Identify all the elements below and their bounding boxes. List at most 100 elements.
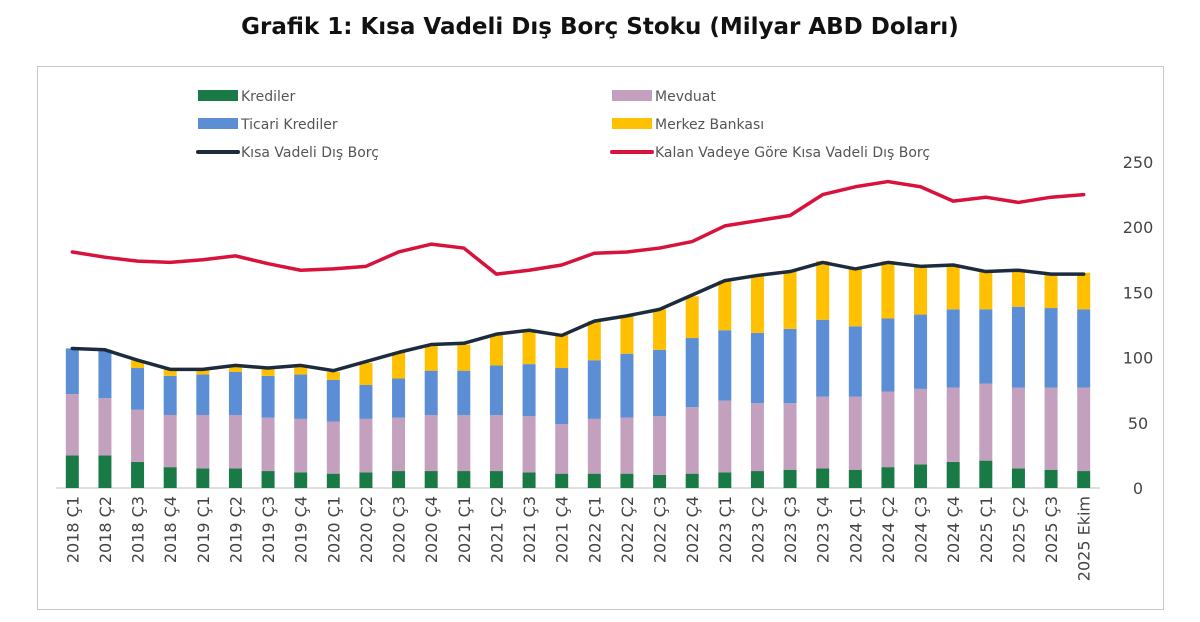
bar-mevduat <box>65 394 79 456</box>
bar-merkez-bankas- <box>1044 272 1058 309</box>
x-tick-label: 2018 Ç1 <box>63 496 82 563</box>
x-tick-label: 2023 Ç2 <box>748 496 767 563</box>
x-tick-label: 2025 Ç2 <box>1009 496 1028 563</box>
bar-ticari-krediler <box>457 370 471 415</box>
x-tick-label: 2022 Ç3 <box>651 496 670 563</box>
bar-krediler <box>196 468 210 488</box>
bar-mevduat <box>946 387 960 462</box>
bar-krediler <box>718 472 732 488</box>
bar-krediler <box>653 474 667 488</box>
bar-ticari-krediler <box>424 370 438 415</box>
bar-ticari-krediler <box>228 371 242 415</box>
legend-swatch <box>612 90 652 101</box>
x-tick-label: 2024 Ç2 <box>879 496 898 563</box>
bar-ticari-krediler <box>783 328 797 404</box>
bar-merkez-bankas- <box>816 261 830 320</box>
bar-krediler <box>816 468 830 488</box>
bar-merkez-bankas- <box>131 360 145 369</box>
bar-krediler <box>326 473 340 488</box>
x-tick-label: 2019 Ç1 <box>194 496 213 563</box>
legend-swatch <box>198 118 238 129</box>
legend-label: Ticari Krediler <box>240 117 338 133</box>
bar-krediler <box>65 455 79 488</box>
bar-merkez-bankas- <box>1077 272 1091 310</box>
bar-mevduat <box>1011 387 1025 469</box>
bar-krediler <box>783 469 797 488</box>
bar-krediler <box>1011 468 1025 488</box>
bar-merkez-bankas- <box>718 280 732 331</box>
line-remaining-maturity <box>70 179 1086 276</box>
bar-merkez-bankas- <box>196 369 210 375</box>
bar-ticari-krediler <box>816 319 830 397</box>
x-tick-label: 2020 Ç3 <box>390 496 409 563</box>
bar-mevduat <box>196 414 210 469</box>
bar-ticari-krediler <box>489 365 503 415</box>
bar-krediler <box>914 464 928 488</box>
y-tick-label: 100 <box>1123 349 1154 368</box>
bar-mevduat <box>555 424 569 474</box>
bar-krediler <box>392 471 406 488</box>
bar-merkez-bankas- <box>163 369 177 376</box>
bar-merkez-bankas- <box>653 309 667 350</box>
bar-krediler <box>685 473 699 488</box>
bar-ticari-krediler <box>294 374 308 419</box>
bar-ticari-krediler <box>196 374 210 415</box>
x-tick-label: 2024 Ç1 <box>846 496 865 563</box>
bar-ticari-krediler <box>881 318 895 392</box>
bar-mevduat <box>294 418 308 473</box>
bar-merkez-bankas- <box>685 296 699 339</box>
x-tick-label: 2021 Ç1 <box>455 496 474 563</box>
bar-ticari-krediler <box>979 309 993 384</box>
bar-ticari-krediler <box>359 384 373 419</box>
bar-mevduat <box>816 396 830 469</box>
bar-ticari-krediler <box>522 364 536 417</box>
bar-krediler <box>457 471 471 488</box>
line-short-term-debt <box>70 260 1086 373</box>
bar-krediler <box>555 473 569 488</box>
y-tick-label: 200 <box>1123 218 1154 237</box>
bar-krediler <box>1077 471 1091 488</box>
bar-ticari-krediler <box>653 349 667 417</box>
x-tick-label: 2023 Ç4 <box>814 496 833 563</box>
bar-mevduat <box>228 414 242 469</box>
bar-mevduat <box>261 417 275 472</box>
legend-label: Mevduat <box>655 89 716 105</box>
bar-krediler <box>946 461 960 488</box>
bar-ticari-krediler <box>620 353 634 418</box>
legend-swatch <box>612 118 652 129</box>
bar-mevduat <box>326 421 340 474</box>
bar-krediler <box>228 468 242 488</box>
bar-mevduat <box>522 416 536 473</box>
y-tick-label: 150 <box>1123 283 1154 302</box>
bar-merkez-bankas- <box>587 321 601 361</box>
bar-krediler <box>1044 469 1058 488</box>
bar-krediler <box>294 472 308 488</box>
bar-merkez-bankas- <box>881 261 895 319</box>
x-tick-label: 2020 Ç4 <box>422 496 441 563</box>
bar-krediler <box>881 467 895 488</box>
bar-merkez-bankas- <box>979 270 993 310</box>
bar-mevduat <box>783 403 797 470</box>
bar-ticari-krediler <box>98 351 112 399</box>
bar-krediler <box>979 460 993 488</box>
bar-merkez-bankas- <box>457 344 471 371</box>
bar-krediler <box>424 471 438 488</box>
chart-frame <box>37 66 1164 610</box>
bar-mevduat <box>131 409 145 462</box>
bar-mevduat <box>392 417 406 472</box>
bar-krediler <box>261 471 275 488</box>
bar-merkez-bankas- <box>783 271 797 329</box>
bar-krediler <box>522 472 536 488</box>
bar-krediler <box>359 472 373 488</box>
bar-ticari-krediler <box>163 375 177 415</box>
x-tick-label: 2022 Ç2 <box>618 496 637 563</box>
bar-mevduat <box>359 418 373 473</box>
bar-merkez-bankas- <box>359 362 373 385</box>
bar-merkez-bankas- <box>914 266 928 315</box>
bar-mevduat <box>750 403 764 472</box>
x-tick-label: 2022 Ç4 <box>683 496 702 563</box>
y-tick-label: 250 <box>1123 153 1154 172</box>
bar-krediler <box>848 469 862 488</box>
bar-merkez-bankas- <box>522 330 536 365</box>
bar-mevduat <box>98 398 112 456</box>
